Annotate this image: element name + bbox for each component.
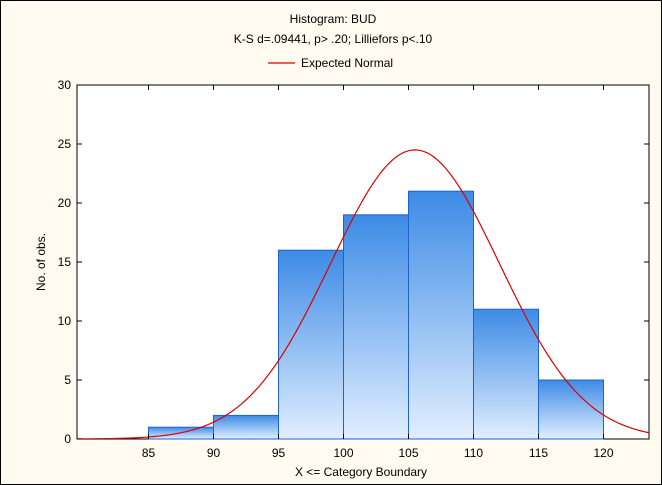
histogram-bar-90-95 — [213, 414, 279, 440]
x-tick-label-110: 110 — [464, 446, 483, 460]
y-tick-label-5: 5 — [64, 373, 71, 387]
legend: Expected Normal — [268, 56, 393, 70]
x-tick-label-95: 95 — [272, 446, 286, 460]
x-tick-label-85: 85 — [142, 446, 156, 460]
y-tick-label-10: 10 — [58, 314, 72, 328]
y-tick-label-0: 0 — [64, 432, 71, 446]
y-tick-label-25: 25 — [58, 137, 72, 151]
expected-normal-curve — [77, 149, 649, 439]
histogram-bar-105-110 — [408, 190, 474, 440]
y-tick-label-20: 20 — [58, 196, 72, 210]
chart-title: Histogram: BUD — [290, 12, 377, 26]
expected-normal-layer — [77, 149, 649, 439]
histogram-bar-110-115 — [473, 308, 539, 440]
x-axis-label: X <= Category Boundary — [295, 465, 427, 479]
histogram-bar-115-120 — [538, 379, 604, 440]
y-axis-label: No. of obs. — [34, 233, 48, 291]
y-tick-label-15: 15 — [58, 255, 72, 269]
x-tick-label-120: 120 — [593, 446, 613, 460]
chart-subtitle: K-S d=.09441, p> .20; Lilliefors p<.10 — [234, 32, 433, 46]
axes: 0 5 10 15 20 25 30 85 90 95 100 105 110 115 120 — [58, 78, 649, 460]
legend-label-expected-normal: Expected Normal — [301, 56, 393, 70]
y-tick-label-30: 30 — [58, 78, 72, 92]
bar-group — [148, 190, 604, 440]
x-tick-label-105: 105 — [398, 446, 418, 460]
x-tick-label-100: 100 — [333, 446, 353, 460]
x-tick-label-90: 90 — [207, 446, 221, 460]
x-tick-label-115: 115 — [529, 446, 548, 460]
histogram-bar-100-105 — [343, 214, 409, 440]
